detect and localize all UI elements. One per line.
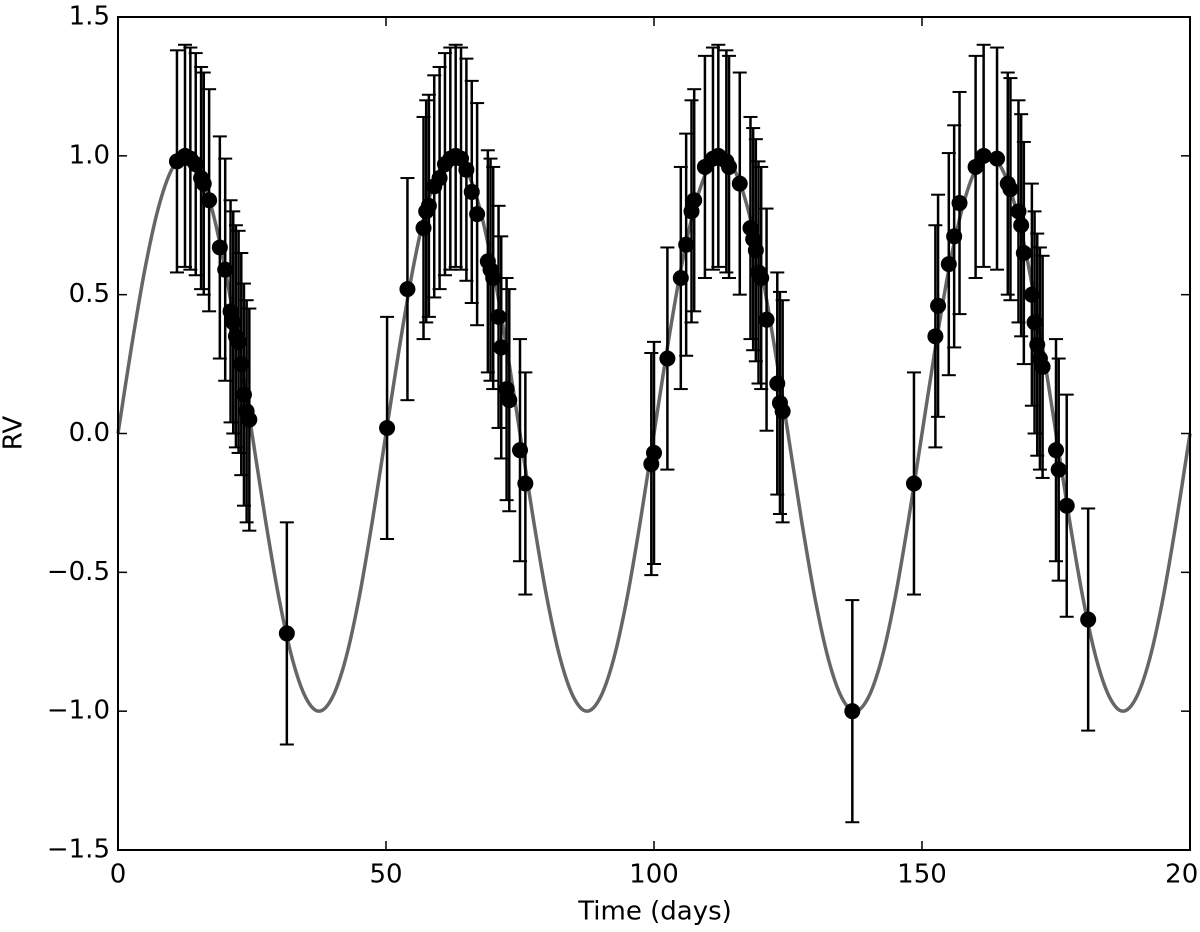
data-point	[905, 475, 922, 492]
data-point	[951, 195, 968, 212]
data-point	[379, 419, 396, 436]
y-axis-label: RV	[0, 416, 29, 451]
y-tick-label: −1.5	[47, 835, 110, 865]
data-point	[1080, 611, 1097, 628]
data-point	[225, 314, 242, 331]
data-point	[233, 356, 250, 373]
data-point	[930, 297, 947, 314]
data-point	[1002, 181, 1019, 198]
data-point	[1026, 314, 1043, 331]
data-point	[769, 375, 786, 392]
data-point	[469, 206, 486, 223]
data-point	[415, 220, 432, 237]
y-tick-label: −1.0	[47, 696, 110, 726]
data-point	[399, 281, 416, 298]
data-point	[195, 175, 212, 192]
data-point	[241, 411, 258, 428]
data-point	[1015, 245, 1032, 262]
x-axis-label: Time (days)	[577, 897, 732, 927]
data-point	[501, 392, 518, 409]
data-point	[463, 183, 480, 200]
x-tick-label: 150	[897, 860, 947, 890]
data-point	[1013, 217, 1030, 234]
x-tick-label: 100	[629, 860, 679, 890]
data-point	[646, 444, 662, 461]
data-point	[187, 156, 204, 173]
data-point	[731, 175, 748, 192]
data-point	[975, 147, 992, 164]
data-point	[747, 242, 764, 259]
y-tick-label: 1.0	[69, 140, 110, 170]
data-point	[659, 350, 676, 367]
data-point	[512, 442, 528, 459]
data-point	[517, 475, 534, 492]
y-tick-label: 0.5	[69, 279, 110, 309]
data-point	[1034, 358, 1051, 375]
data-point	[230, 333, 247, 350]
data-point	[1023, 286, 1040, 303]
data-point	[721, 158, 738, 175]
data-point	[1058, 497, 1075, 514]
data-point	[458, 161, 475, 178]
data-point	[967, 158, 984, 175]
data-point	[989, 150, 1006, 167]
data-point	[235, 386, 252, 403]
data-point	[774, 403, 791, 420]
data-point	[217, 261, 234, 278]
data-point	[946, 228, 963, 245]
data-point	[1050, 461, 1067, 478]
y-tick-label: 0.0	[69, 418, 110, 448]
data-point	[1029, 336, 1046, 353]
data-point	[431, 170, 448, 187]
data-point	[844, 703, 861, 720]
data-point	[201, 192, 218, 209]
y-tick-label: 1.5	[69, 2, 110, 32]
data-point	[420, 197, 437, 214]
data-point	[493, 339, 510, 356]
data-point	[758, 311, 775, 328]
y-tick-label: −0.5	[47, 557, 110, 587]
x-tick-label: 0	[110, 860, 127, 890]
data-point	[490, 308, 507, 325]
data-point	[278, 625, 295, 642]
data-point	[686, 192, 703, 209]
data-point	[753, 270, 770, 287]
data-point	[1010, 203, 1027, 220]
data-point	[211, 239, 228, 256]
data-point	[678, 236, 695, 253]
x-tick-label: 50	[369, 860, 402, 890]
data-point	[940, 256, 957, 273]
x-tick-label: 200	[1165, 860, 1200, 890]
data-point	[672, 270, 689, 287]
data-point	[927, 328, 944, 345]
data-point	[485, 270, 502, 287]
data-point	[1048, 442, 1064, 459]
